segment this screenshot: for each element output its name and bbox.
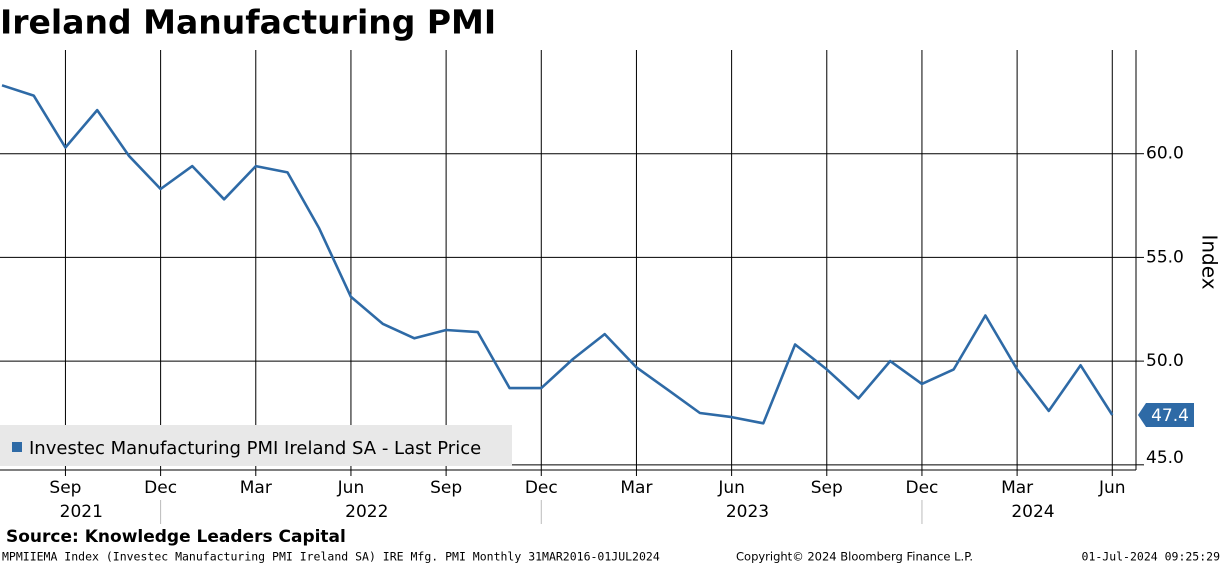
x-tick-label: Mar xyxy=(1001,478,1033,498)
x-tick-label: Jun xyxy=(337,478,365,498)
last-value-tag xyxy=(1138,403,1194,428)
y-tick-label: 50.0 xyxy=(1146,351,1184,371)
x-tick-label: Jun xyxy=(1098,478,1126,498)
y-tick-label: 45.0 xyxy=(1146,448,1184,468)
x-tick-label: Sep xyxy=(811,478,843,498)
series-line xyxy=(1,84,1114,425)
x-year-label: 2023 xyxy=(726,502,769,522)
x-tick-label: Dec xyxy=(144,478,177,498)
source: Source: Knowledge Leaders Capital xyxy=(6,527,346,547)
legend-swatch xyxy=(12,442,22,452)
x-year-label: 2022 xyxy=(345,502,388,522)
x-tick-label: Mar xyxy=(620,478,652,498)
chart-title: Ireland Manufacturing PMI xyxy=(0,3,496,42)
y-tick-label: 55.0 xyxy=(1146,247,1184,267)
footer-center: Copyright© 2024 Bloomberg Finance L.P. xyxy=(736,550,973,564)
x-tick-label: Dec xyxy=(525,478,558,498)
x-tick-label: Mar xyxy=(240,478,272,498)
x-tick-label: Sep xyxy=(430,478,462,498)
legend-box xyxy=(0,425,512,466)
x-tick-label: Sep xyxy=(49,478,81,498)
footer-left: MPMIIEMA Index (Investec Manufacturing P… xyxy=(2,550,660,564)
y-axis-label: Index xyxy=(1198,234,1222,289)
last-value-label: 47.4 xyxy=(1151,406,1189,426)
footer-right: 01-Jul-2024 09:25:29 xyxy=(1082,550,1221,564)
x-year-label: 2021 xyxy=(60,502,103,522)
y-tick-label: 60.0 xyxy=(1146,144,1184,164)
x-year-label: 2024 xyxy=(1011,502,1054,522)
x-tick-label: Dec xyxy=(905,478,938,498)
legend-label: Investec Manufacturing PMI Ireland SA - … xyxy=(29,438,481,459)
x-tick-label: Jun xyxy=(717,478,745,498)
